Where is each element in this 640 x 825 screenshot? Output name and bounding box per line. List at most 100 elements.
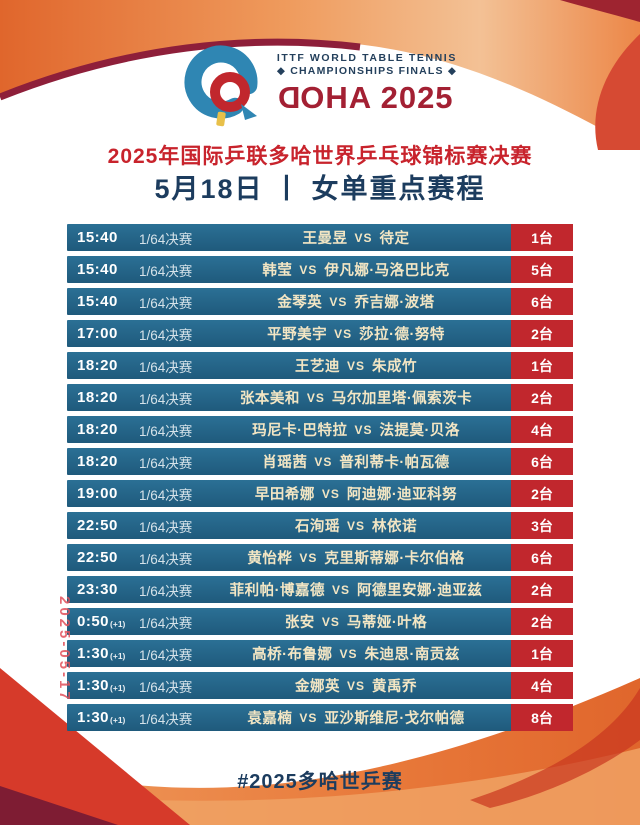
player2-name: 伊凡娜·马洛巴比克 [324, 263, 450, 279]
match-round: 1/64决赛 [139, 583, 193, 599]
match-time: 22:50 [77, 517, 118, 534]
table-number-badge: 5台 [511, 256, 573, 283]
vs-label: VS [321, 614, 340, 629]
player2-name: 莎拉·德·努特 [359, 327, 445, 343]
match-round: 1/64决赛 [139, 551, 193, 567]
match-row: 22:50 1/64决赛 黄怡桦 VS 克里斯蒂娜·卡尔伯格 6台 [67, 544, 573, 571]
player2-name: 朱成竹 [372, 359, 417, 375]
match-time-cell: 1:30 (+1) [67, 672, 139, 699]
match-row: 1:30 (+1) 1/64决赛 袁嘉楠 VS 亚沙斯维尼·戈尔帕德 8台 [67, 704, 573, 731]
player2-name: 马蒂娅·叶格 [346, 615, 428, 631]
table-number-badge: 2台 [511, 384, 573, 411]
vs-label: VS [346, 358, 365, 373]
vs-label: VS [314, 454, 333, 469]
match-players: 金琴英 VS 乔吉娜·波塔 [203, 288, 509, 315]
match-time-cell: 15:40 [67, 288, 139, 315]
match-time-nextday: (+1) [110, 618, 126, 629]
match-row: 18:20 1/64决赛 玛尼卡·巴特拉 VS 法提莫·贝洛 4台 [67, 416, 573, 443]
match-players: 平野美宇 VS 莎拉·德·努特 [203, 320, 509, 347]
doha2025-q-logo-icon [184, 45, 258, 127]
match-time-cell: 1:30 (+1) [67, 640, 139, 667]
match-time-cell: 0:50 (+1) [67, 608, 139, 635]
match-time-cell: 18:20 [67, 384, 139, 411]
match-time-cell: 22:50 [67, 544, 139, 571]
match-players: 玛尼卡·巴特拉 VS 法提莫·贝洛 [203, 416, 509, 443]
vs-label: VS [331, 582, 350, 597]
player1-name: 高桥·布鲁娜 [252, 647, 333, 663]
player2-name: 阿德里安娜·迪亚兹 [357, 583, 483, 599]
footer-hashtag: #2025多哈世乒赛 [237, 771, 403, 793]
vs-label: VS [321, 486, 340, 501]
player2-name: 马尔加里塔·佩索茨卡 [331, 391, 473, 407]
match-time: 18:20 [77, 357, 118, 374]
match-round: 1/64决赛 [139, 615, 193, 631]
table-number-badge: 6台 [511, 448, 573, 475]
page-title: 2025年国际乒联多哈世界乒乓球锦标赛决赛 [107, 145, 533, 168]
match-players: 王艺迪 VS 朱成竹 [203, 352, 509, 379]
match-players: 王曼昱 VS 待定 [203, 224, 509, 251]
logo-line2: ◆ CHAMPIONSHIPS FINALS ◆ [276, 65, 458, 78]
match-time: 1:30 [77, 645, 110, 662]
player1-name: 黄怡桦 [247, 551, 293, 567]
match-time-cell: 17:00 [67, 320, 139, 347]
player1-name: 肖瑶茜 [262, 455, 308, 471]
match-players: 早田希娜 VS 阿迪娜·迪亚科努 [203, 480, 509, 507]
match-round: 1/64决赛 [139, 231, 193, 247]
match-players: 菲利帕·博嘉德 VS 阿德里安娜·迪亚兹 [203, 576, 509, 603]
player2-name: 普利蒂卡·帕瓦德 [339, 455, 450, 471]
player1-name: 金琴英 [277, 295, 323, 311]
match-round: 1/64决赛 [139, 711, 193, 727]
table-number-badge: 8台 [511, 704, 573, 731]
vs-label: VS [354, 422, 373, 437]
match-row: 18:20 1/64决赛 张本美和 VS 马尔加里塔·佩索茨卡 2台 [67, 384, 573, 411]
match-time: 18:20 [77, 389, 118, 406]
logo-line3: DOHA 2025 [277, 79, 454, 118]
player2-name: 亚沙斯维尼·戈尔帕德 [324, 711, 465, 727]
match-row: 15:40 1/64决赛 韩莹 VS 伊凡娜·马洛巴比克 5台 [67, 256, 573, 283]
vs-label: VS [334, 326, 353, 341]
vs-label: VS [299, 550, 318, 565]
player1-name: 早田希娜 [254, 487, 315, 503]
vs-label: VS [306, 390, 325, 405]
table-number-badge: 2台 [511, 320, 573, 347]
match-time-cell: 1:30 (+1) [67, 704, 139, 731]
match-time-cell: 18:20 [67, 416, 139, 443]
match-row: 15:40 1/64决赛 金琴英 VS 乔吉娜·波塔 6台 [67, 288, 573, 315]
match-players: 石洵瑶 VS 林依诺 [203, 512, 509, 539]
date-watermark: 2025-05-17 [56, 596, 73, 703]
logo-doha-rest: OHA 2025 [300, 80, 454, 116]
match-players: 肖瑶茜 VS 普利蒂卡·帕瓦德 [203, 448, 509, 475]
table-number-badge: 1台 [511, 640, 573, 667]
match-players: 韩莹 VS 伊凡娜·马洛巴比克 [203, 256, 509, 283]
match-round: 1/64决赛 [139, 679, 193, 695]
match-time-cell: 23:30 [67, 576, 139, 603]
vs-label: VS [346, 678, 365, 693]
match-time: 19:00 [77, 485, 118, 502]
match-players: 张本美和 VS 马尔加里塔·佩索茨卡 [203, 384, 509, 411]
player2-name: 克里斯蒂娜·卡尔伯格 [324, 551, 465, 567]
match-time: 17:00 [77, 325, 118, 342]
logo-text-block: ITTF WORLD TABLE TENNIS ◆ CHAMPIONSHIPS … [277, 52, 457, 118]
match-round: 1/64决赛 [139, 295, 193, 311]
match-time: 0:50 [77, 613, 110, 630]
match-round: 1/64决赛 [139, 263, 193, 279]
table-number-badge: 1台 [511, 224, 573, 251]
match-time-nextday: (+1) [110, 682, 126, 693]
match-round: 1/64决赛 [139, 487, 193, 503]
player1-name: 王曼昱 [302, 231, 348, 247]
player2-name: 林依诺 [372, 519, 417, 535]
match-row: 1:30 (+1) 1/64决赛 金娜英 VS 黄禹乔 4台 [67, 672, 573, 699]
logo-line1: ITTF WORLD TABLE TENNIS [276, 52, 457, 64]
match-round: 1/64决赛 [139, 647, 193, 663]
match-players: 高桥·布鲁娜 VS 朱迪思·南贡兹 [203, 640, 509, 667]
table-number-badge: 3台 [511, 512, 573, 539]
match-players: 张安 VS 马蒂娅·叶格 [203, 608, 509, 635]
match-time-cell: 15:40 [67, 256, 139, 283]
vs-label: VS [339, 646, 358, 661]
player2-name: 朱迪思·南贡兹 [364, 647, 460, 663]
match-time-nextday: (+1) [110, 650, 126, 661]
match-time: 22:50 [77, 549, 118, 566]
match-time: 15:40 [77, 261, 118, 278]
match-time: 18:20 [77, 453, 118, 470]
